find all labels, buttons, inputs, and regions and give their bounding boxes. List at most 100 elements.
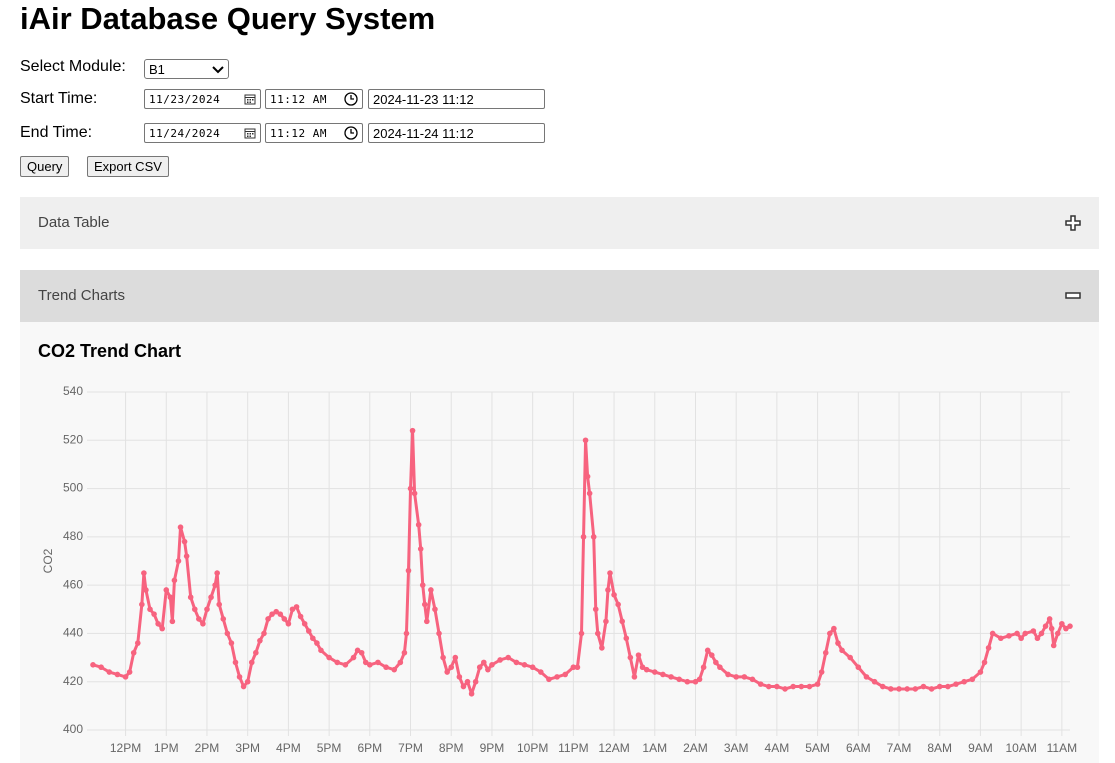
y-tick-label: 500 [63, 481, 83, 495]
data-point [375, 659, 381, 666]
data-point [155, 620, 161, 627]
end-clock-input[interactable]: 11:12 AM [265, 123, 363, 143]
x-tick-label: 10AM [1005, 741, 1036, 755]
end-date-input[interactable]: 11/24/2024 [144, 123, 261, 143]
data-point [407, 485, 414, 492]
data-point [692, 678, 699, 685]
data-point [827, 630, 833, 637]
data-point [489, 662, 495, 668]
data-point [460, 683, 467, 690]
data-point [472, 678, 479, 685]
data-point [476, 664, 483, 671]
data-point [1067, 623, 1073, 629]
y-tick-label: 480 [63, 529, 83, 543]
data-point [961, 678, 967, 685]
data-point [605, 587, 611, 593]
export-button[interactable]: Export CSV [87, 156, 169, 177]
data-point [945, 683, 951, 690]
data-point [594, 630, 601, 637]
data-point [521, 662, 528, 668]
data-point [582, 437, 589, 444]
data-point [904, 686, 910, 692]
data-point [847, 654, 853, 661]
module-select[interactable]: B1 [144, 59, 229, 79]
data-table-panel[interactable]: Data Table [20, 197, 1099, 249]
data-point [798, 683, 805, 690]
data-point [269, 611, 275, 617]
data-point [253, 649, 259, 656]
data-point [985, 645, 992, 651]
data-point [444, 669, 450, 675]
data-point [314, 640, 320, 646]
data-point [997, 635, 1004, 642]
data-point [485, 666, 491, 673]
dropdown-arrow [212, 66, 224, 74]
x-tick-label: 8AM [927, 741, 952, 755]
end-text-input[interactable]: 2024-11-24 11:12 [368, 123, 545, 143]
x-tick-label: 11AM [1047, 741, 1077, 755]
data-point [623, 635, 630, 642]
data-point [326, 654, 332, 661]
x-tick-label: 3PM [235, 741, 260, 755]
data-point [481, 659, 487, 666]
x-tick-label: 9PM [480, 741, 505, 755]
data-point [696, 676, 703, 683]
data-point [169, 618, 176, 625]
query-button[interactable]: Query [20, 156, 70, 177]
x-tick-label: 6PM [357, 741, 382, 755]
data-point [114, 671, 121, 678]
data-point [354, 647, 361, 654]
x-tick-label: 12AM [598, 741, 629, 755]
data-point [835, 640, 841, 646]
data-point [90, 662, 96, 668]
trend-charts-panel[interactable]: Trend Charts [20, 270, 1099, 322]
data-point [281, 616, 288, 622]
data-point [265, 616, 271, 622]
data-point [1030, 628, 1037, 634]
data-point [1018, 635, 1024, 642]
data-point [191, 606, 198, 613]
end-text: 2024-11-24 11:12 [373, 126, 474, 141]
data-point [436, 630, 442, 637]
data-point [1059, 620, 1065, 627]
data-point [432, 606, 438, 613]
data-point [607, 570, 613, 576]
data-point [590, 534, 597, 540]
data-point [421, 601, 428, 608]
start-text-input[interactable]: 2024-11-23 11:12 [368, 89, 545, 109]
start-date-input[interactable]: 11/23/2024 [144, 89, 261, 109]
data-point [574, 664, 581, 671]
data-point [417, 546, 424, 552]
x-tick-label: 7PM [398, 741, 423, 755]
data-point [1042, 623, 1049, 629]
data-point [175, 558, 182, 564]
x-tick-label: 2PM [195, 741, 220, 755]
data-point [584, 473, 591, 480]
start-clock-input[interactable]: 11:12 AM [265, 89, 363, 109]
y-tick-label: 400 [63, 722, 83, 736]
data-point [277, 611, 284, 617]
data-point [318, 647, 324, 654]
start-text: 2024-11-23 11:12 [373, 92, 474, 107]
data-point [126, 669, 133, 675]
clock-icon [344, 126, 358, 140]
data-point [301, 620, 308, 627]
data-point [1050, 642, 1057, 649]
data-point [403, 630, 410, 637]
data-point [668, 674, 674, 680]
data-point [305, 628, 312, 634]
data-point [981, 659, 988, 666]
data-point [953, 681, 959, 687]
x-tick-label: 7AM [887, 741, 912, 755]
data-point [415, 521, 422, 528]
data-point [578, 630, 585, 637]
y-tick-label: 440 [63, 626, 83, 640]
data-point [350, 654, 357, 661]
data-point [765, 683, 772, 690]
data-point [643, 666, 650, 673]
data-point [342, 662, 349, 668]
data-point [228, 640, 235, 646]
data-point [1038, 630, 1045, 637]
data-point [627, 654, 634, 661]
